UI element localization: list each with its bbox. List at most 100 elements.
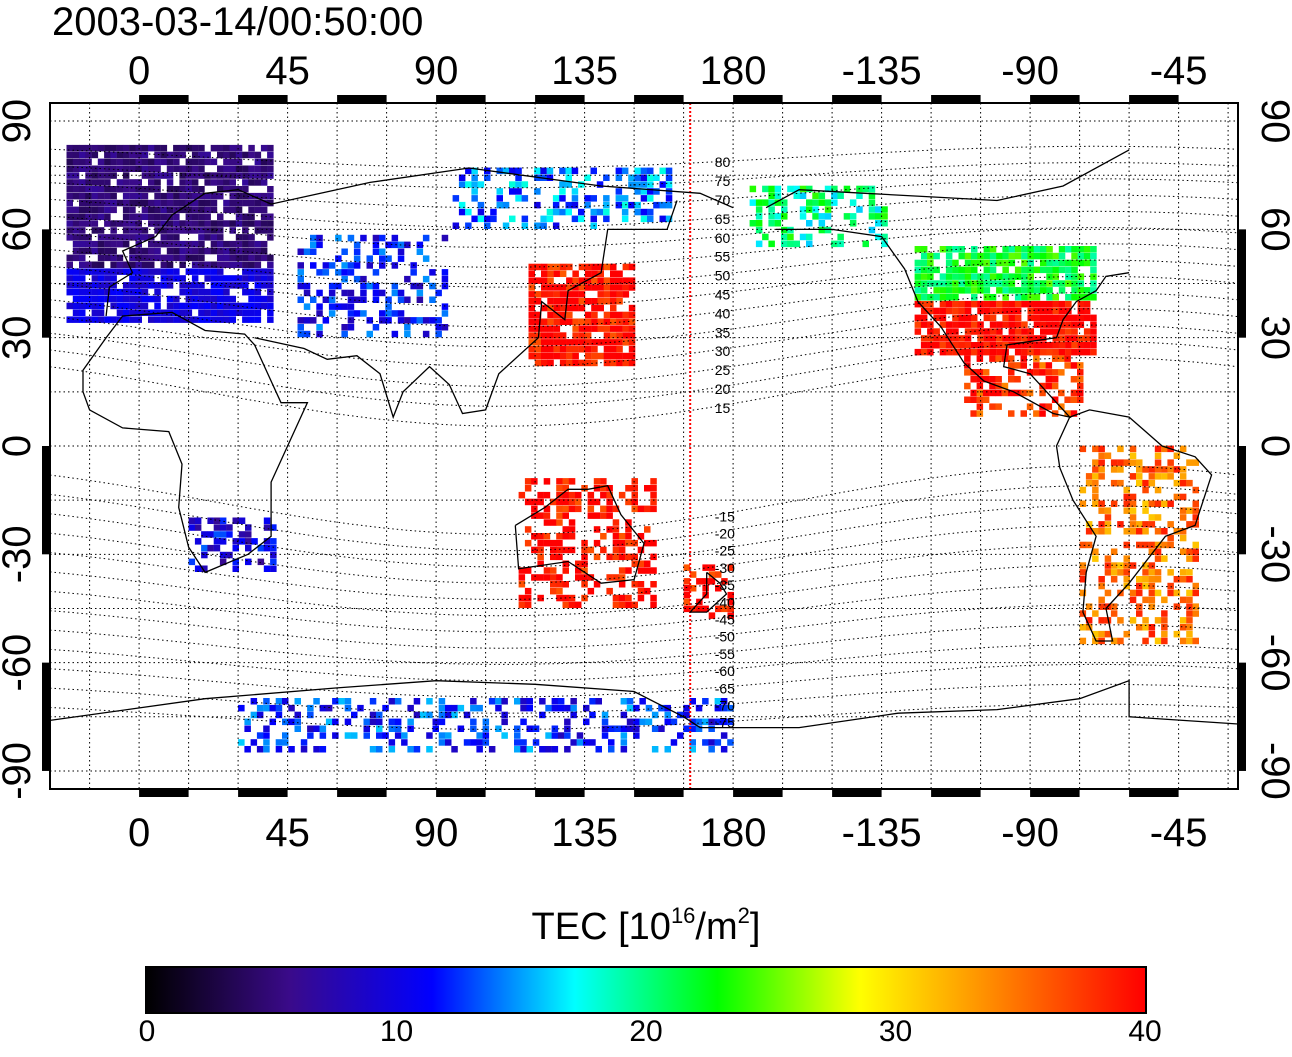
tec-cell xyxy=(122,213,130,220)
tec-cell xyxy=(260,282,268,289)
tec-cell xyxy=(275,739,283,746)
tec-cell xyxy=(540,222,547,229)
tec-cell xyxy=(628,346,636,353)
tec-cell xyxy=(79,186,86,193)
tec-cell xyxy=(914,314,922,322)
tec-cell xyxy=(242,261,249,268)
tec-cell xyxy=(565,208,572,216)
tec-cell xyxy=(204,192,211,200)
tec-cell xyxy=(1092,548,1099,555)
tec-cell xyxy=(571,188,579,195)
tec-cell xyxy=(110,254,117,262)
tec-cell xyxy=(537,512,544,519)
tec-cell xyxy=(781,226,788,234)
tec-cell xyxy=(148,247,155,255)
tec-cell xyxy=(496,167,503,175)
tec-cell xyxy=(79,268,86,275)
tec-cell xyxy=(129,227,136,234)
frame-bar-bottom xyxy=(337,789,387,797)
tec-cell xyxy=(1002,273,1009,280)
mlat-contour xyxy=(50,624,1238,665)
tec-cell xyxy=(616,346,623,353)
tec-cell xyxy=(1098,603,1105,610)
tec-cell xyxy=(360,289,367,297)
tec-cell xyxy=(1008,410,1015,417)
tec-cell xyxy=(971,294,978,301)
tec-cell xyxy=(97,192,105,200)
tec-cell xyxy=(1052,273,1059,280)
tec-cell xyxy=(72,254,80,262)
tec-cell xyxy=(148,186,155,193)
tec-cell xyxy=(476,732,483,739)
tec-cell xyxy=(229,275,236,282)
tec-cell xyxy=(1142,596,1149,604)
tec-cell xyxy=(612,574,620,581)
tec-cell xyxy=(267,309,274,316)
tec-cell xyxy=(1192,589,1199,597)
tec-cell xyxy=(964,252,972,260)
tec-cell xyxy=(422,330,430,338)
tec-cell xyxy=(600,546,607,554)
tec-cell xyxy=(1110,459,1118,466)
tec-cell xyxy=(217,165,224,172)
tec-cell xyxy=(683,704,690,712)
tec-cell xyxy=(129,199,136,207)
tec-cell xyxy=(547,270,554,277)
tec-cell xyxy=(689,718,696,726)
tec-cell xyxy=(945,342,953,349)
tec-cell xyxy=(996,307,1003,315)
tec-cell xyxy=(207,531,214,538)
tec-cell xyxy=(201,551,208,559)
tec-cell xyxy=(129,309,136,316)
frame-bar-top xyxy=(139,95,189,103)
tec-cell xyxy=(154,240,161,248)
tec-cell xyxy=(597,291,604,298)
tec-cell xyxy=(79,316,86,323)
tec-cell xyxy=(154,179,161,186)
tec-cell xyxy=(1065,321,1072,328)
frame-bar-bottom xyxy=(1030,789,1080,797)
tec-cell xyxy=(232,558,239,566)
tec-cell xyxy=(920,266,928,274)
tec-cell xyxy=(1021,321,1028,328)
tec-cell xyxy=(122,316,130,323)
tec-cell xyxy=(173,316,180,323)
tec-cell xyxy=(620,725,628,732)
tec-cell xyxy=(198,165,205,172)
tec-cell xyxy=(618,594,626,602)
tec-cell xyxy=(556,553,563,561)
tec-cell xyxy=(110,282,117,289)
tec-cell xyxy=(541,270,548,277)
tec-cell xyxy=(219,538,227,545)
tec-cell xyxy=(297,269,304,276)
tec-cell xyxy=(232,565,239,572)
tec-cell xyxy=(637,560,645,567)
tec-cell xyxy=(1098,582,1105,590)
tec-cell xyxy=(388,698,396,705)
tec-cell xyxy=(91,206,99,214)
tec-cell xyxy=(173,199,180,207)
tec-cell xyxy=(547,346,554,353)
tec-cell xyxy=(1071,273,1078,280)
tec-cell xyxy=(310,234,317,242)
tec-cell xyxy=(875,213,882,220)
tec-cell xyxy=(294,698,301,705)
tec-cell xyxy=(260,247,268,255)
tec-cell xyxy=(683,578,691,585)
tec-cell xyxy=(920,300,928,308)
tec-cell xyxy=(210,268,218,275)
tec-cell xyxy=(366,330,373,338)
tec-cell xyxy=(1123,562,1130,569)
tec-cell xyxy=(1179,596,1187,604)
tec-cell xyxy=(122,302,130,310)
tec-cell xyxy=(597,284,604,291)
tec-cell xyxy=(695,718,703,726)
tec-cell xyxy=(210,199,218,207)
tec-cell xyxy=(824,185,832,193)
tec-cell xyxy=(787,240,794,248)
tec-cell xyxy=(173,234,180,241)
tec-cell xyxy=(385,255,392,262)
frame-bar-right xyxy=(1238,446,1246,555)
frame-bar-top xyxy=(1129,95,1179,103)
tec-cell xyxy=(248,144,255,152)
